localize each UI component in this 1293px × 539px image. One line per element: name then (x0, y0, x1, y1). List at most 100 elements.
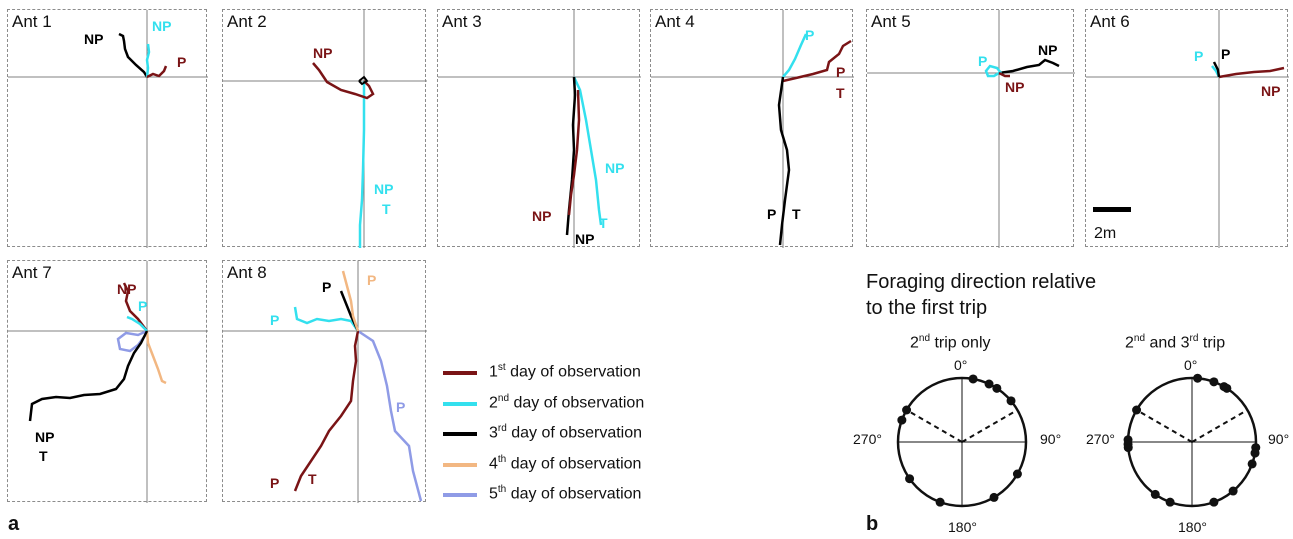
endpoint-label: P (396, 399, 406, 415)
direction-point (1209, 497, 1219, 507)
direction-point (968, 374, 978, 384)
endpoint-label: NP (117, 281, 137, 297)
endpoint-label: T (382, 201, 391, 217)
figure-letter-b: b (866, 513, 879, 535)
circular-plot-2 (1123, 373, 1261, 508)
direction-point (1209, 377, 1219, 387)
panel-ant-3: Ant 3 NP T NP NP (437, 9, 641, 248)
degree-label-270: 270° (853, 431, 882, 447)
trajectory-day1 (998, 71, 1010, 78)
endpoint-label: P (270, 312, 280, 328)
trajectory-day2 (572, 76, 603, 226)
endpoint-label: P (138, 298, 148, 314)
trajectory-day2 (145, 43, 151, 78)
legend-label: 5th day of observation (489, 484, 642, 503)
endpoint-label: P (767, 206, 777, 222)
trajectory-day5 (116, 329, 148, 353)
endpoint-label: NP (374, 181, 394, 197)
panel-ant-7: Ant 7 NP P NP T (7, 260, 208, 503)
legend-label: 3rd day of observation (489, 423, 643, 442)
trajectory-day1 (293, 330, 360, 492)
direction-point (905, 474, 915, 484)
endpoint-label: NP (152, 18, 172, 34)
legend-swatch (443, 432, 477, 436)
trajectory-day2 (358, 81, 366, 248)
direction-point (1250, 448, 1260, 458)
trajectory-day3 (118, 32, 149, 78)
endpoint-label: P (1194, 48, 1204, 64)
trajectory-plot-ant-4 (651, 10, 854, 248)
trajectory-day1 (122, 282, 148, 332)
trajectory-plot-ant-1 (8, 10, 208, 248)
endpoint-label: T (599, 215, 608, 231)
trajectory-day2 (782, 33, 808, 78)
endpoint-label: NP (532, 208, 552, 224)
circular-plot-2-title: 2nd and 3rd trip (1125, 333, 1226, 352)
direction-point (897, 415, 907, 425)
direction-point (1247, 459, 1257, 469)
endpoint-label: T (792, 206, 801, 222)
endpoint-label: NP (1038, 42, 1058, 58)
circular-plot-1 (896, 374, 1028, 508)
trajectory-plot-ant-5 (867, 10, 1075, 248)
trajectory-day3 (1212, 61, 1221, 78)
trajectory-plot-ant-7 (8, 261, 208, 503)
legend-swatch (443, 493, 477, 497)
trajectory-day5 (357, 329, 423, 502)
legend-label: 4th day of observation (489, 454, 642, 473)
circular-plot-1-title: 2nd trip only (910, 333, 991, 352)
direction-point (935, 497, 945, 507)
degree-label-180: 180° (1178, 519, 1207, 535)
trajectory-plot-ant-2 (223, 10, 427, 248)
trajectory-day1 (312, 62, 375, 100)
direction-point (992, 383, 1002, 393)
endpoint-label: P (1221, 46, 1231, 62)
direction-point (1132, 405, 1142, 415)
trajectory-day2 (984, 64, 1002, 78)
endpoint-label: NP (575, 231, 595, 247)
mean-direction-line (961, 409, 1018, 443)
panel-ant-1: Ant 1 NP NP P (7, 9, 208, 248)
direction-point (984, 379, 994, 389)
panel-ant-4: Ant 4 P P T P T (650, 9, 854, 248)
trajectory-day1 (146, 65, 168, 79)
panel-ant-6: Ant 6 P P NP 2m (1085, 9, 1289, 248)
trajectory-day4 (341, 270, 360, 332)
trajectory-day3 (28, 330, 149, 422)
direction-point (902, 405, 912, 415)
endpoint-label: NP (1005, 79, 1025, 95)
degree-label-0: 0° (954, 357, 968, 373)
direction-point (1193, 373, 1203, 383)
circular-title-line1: Foraging direction relative (866, 271, 1097, 293)
figure-letter-a: a (8, 513, 20, 535)
degree-label-180: 180° (948, 519, 977, 535)
trajectory-day3 (777, 76, 791, 246)
trajectory-day4 (145, 330, 167, 385)
trajectory-day2 (293, 306, 360, 332)
trajectory-plot-ant-8 (223, 261, 427, 503)
legend-label: 2nd day of observation (489, 393, 645, 412)
panel-title: Ant 4 (655, 12, 695, 31)
degree-label-90: 90° (1268, 431, 1290, 447)
endpoint-label: NP (1261, 83, 1281, 99)
degree-label-0: 0° (1184, 357, 1198, 373)
endpoint-label: P (836, 64, 846, 80)
trajectory-plot-ant-6 (1086, 10, 1289, 248)
endpoint-label: P (322, 279, 332, 295)
endpoint-label: T (308, 471, 317, 487)
degree-label-90: 90° (1040, 431, 1062, 447)
direction-point (1012, 469, 1022, 479)
endpoint-label: P (177, 54, 187, 70)
panel-title: Ant 2 (227, 12, 267, 31)
panel-ant-2: Ant 2 NP NP T (222, 9, 427, 248)
endpoint-label: P (978, 53, 988, 69)
trajectory-day1 (782, 39, 852, 83)
direction-point (1123, 435, 1133, 445)
legend-label: 1st day of observation (489, 362, 641, 381)
endpoint-label: NP (84, 31, 104, 47)
panel-title: Ant 6 (1090, 12, 1130, 31)
panel-title: Ant 1 (12, 12, 52, 31)
scale-bar (1093, 207, 1131, 212)
legend-swatch (443, 402, 477, 406)
panel-ant-8: Ant 8 P P P P P T (222, 260, 427, 503)
